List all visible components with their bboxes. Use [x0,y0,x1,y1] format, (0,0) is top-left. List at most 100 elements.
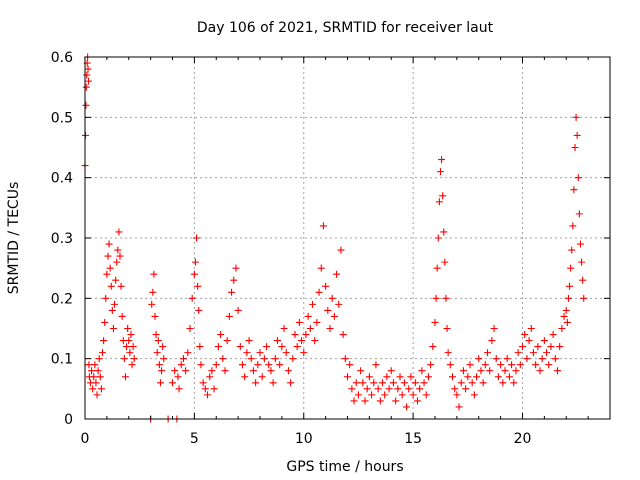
data-point [580,294,588,302]
data-point [128,361,136,369]
x-tick-label: 20 [514,431,532,447]
data-point [492,355,500,363]
data-point [129,343,137,351]
data-point [116,252,124,260]
data-point [106,264,114,272]
data-point [525,337,533,345]
data-point [484,349,491,357]
data-point [217,331,225,339]
data-point [313,318,321,326]
data-point [359,379,367,387]
data-point [159,343,167,351]
data-point [102,294,110,302]
data-point [85,361,93,369]
data-point [579,276,587,284]
data-point [440,228,448,236]
data-point [573,131,581,139]
x-tick-label: 15 [404,431,422,447]
data-point [214,343,222,351]
data-point [432,294,440,302]
data-point [389,379,397,387]
data-point [497,361,505,369]
data-point [107,282,115,290]
data-point [538,355,546,363]
data-point [156,379,164,387]
data-point [576,240,584,248]
y-tick-label: 0.6 [51,50,73,66]
data-point [566,282,574,290]
data-point [571,144,579,151]
data-point [434,234,442,242]
data-point [204,391,211,399]
data-point [398,391,406,399]
data-point [468,379,476,387]
data-point [376,397,384,405]
data-point [466,361,474,369]
data-point [177,361,185,369]
data-point [90,373,98,381]
data-point [130,355,138,363]
data-point [94,367,102,375]
data-point [479,379,487,387]
data-point [449,373,456,381]
data-point [118,312,126,320]
data-point [503,355,511,363]
data-point [339,331,347,339]
data-point [543,349,551,357]
data-point [319,222,327,230]
data-point [572,113,580,121]
data-point [123,343,131,351]
data-point [453,391,461,399]
data-point [346,361,354,369]
data-point [208,367,216,375]
data-point [394,385,402,393]
data-point [284,367,292,375]
data-point [508,361,516,369]
data-point [420,379,428,387]
x-tick-label: 0 [81,431,90,447]
data-point [462,385,470,393]
data-point [153,349,161,357]
data-point [328,294,336,302]
data-point [405,385,413,393]
data-point [568,246,576,254]
data-point [103,270,111,278]
data-point [295,318,303,326]
data-point [494,373,502,381]
data-point [475,355,483,363]
data-point [117,282,125,290]
data-point [536,367,544,375]
data-point [174,373,182,381]
data-point [354,391,362,399]
data-point [365,373,373,381]
data-point [225,312,233,320]
y-tick-label: 0.3 [51,231,73,247]
data-point [160,355,168,363]
data-point [108,306,116,314]
data-point [444,349,452,357]
data-point [337,246,345,254]
data-point [125,337,133,345]
data-point [228,288,236,296]
data-point [392,397,400,405]
data-point [499,379,507,387]
data-point [148,300,156,308]
data-point [182,367,190,375]
data-point [113,258,121,266]
data-point [111,300,119,308]
data-point [151,312,159,320]
data-point [298,337,306,345]
data-point [564,294,572,302]
data-point [158,367,166,375]
data-point [363,385,371,393]
data-point [91,361,99,369]
data-point [409,391,417,399]
data-point [381,391,389,399]
data-point [416,385,424,393]
data-point [206,373,214,381]
data-point [333,270,341,278]
data-point [418,367,426,375]
data-point [574,174,582,182]
data-point [372,361,380,369]
data-point [547,343,555,351]
